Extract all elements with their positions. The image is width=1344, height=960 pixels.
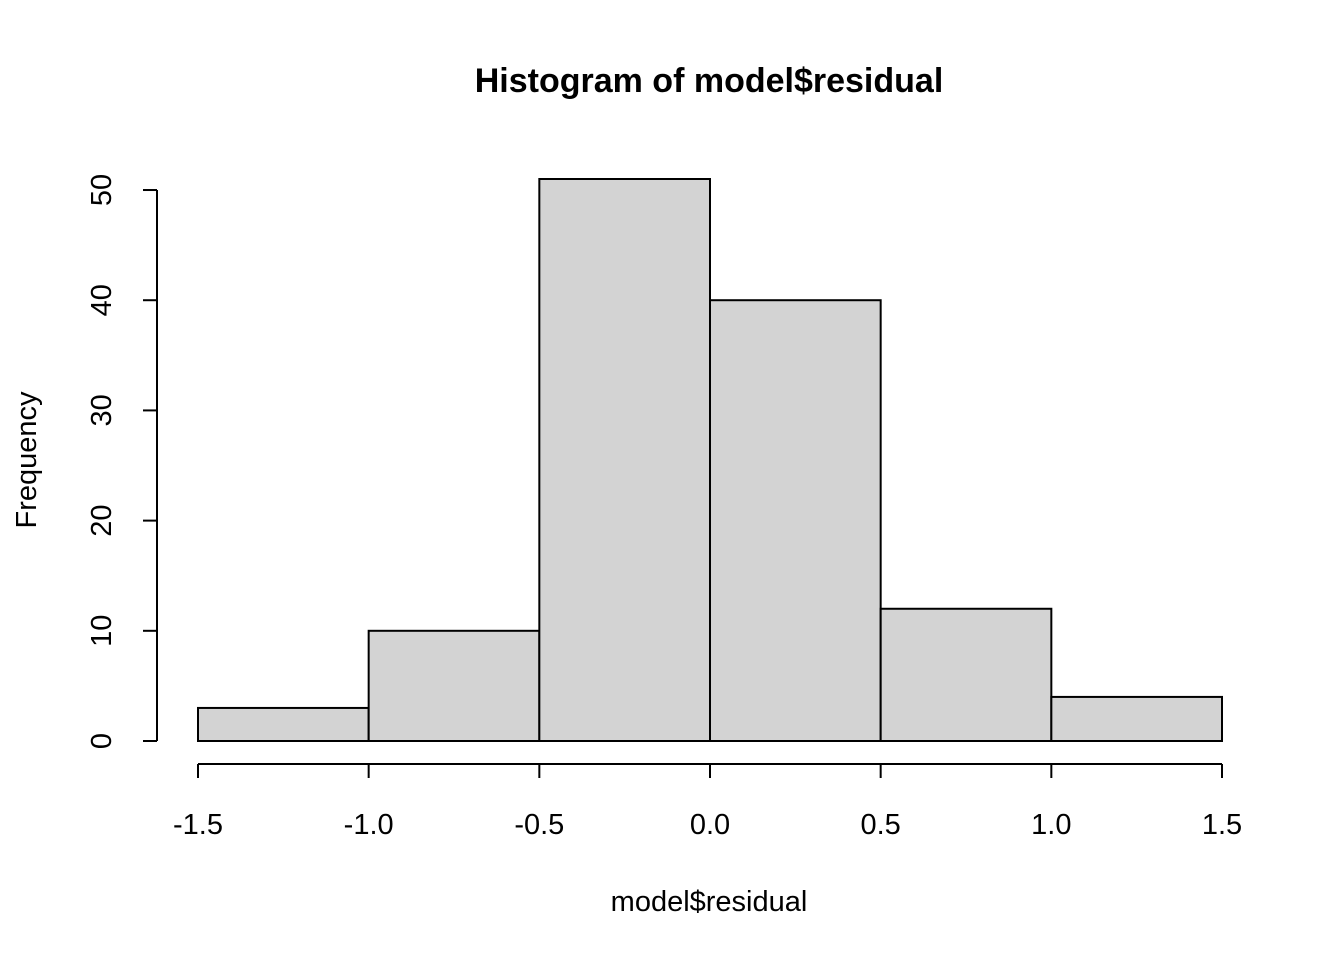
x-axis-label: model$residual bbox=[611, 886, 808, 918]
y-tick-label: 30 bbox=[86, 394, 118, 426]
histogram-bars bbox=[197, 178, 1224, 742]
y-axis-label: Frequency bbox=[11, 391, 43, 529]
x-tick-label: 1.0 bbox=[1031, 809, 1071, 841]
x-tick-label: 0.0 bbox=[690, 809, 730, 841]
histogram-bar-2 bbox=[367, 629, 541, 742]
histogram-bar-3 bbox=[538, 178, 711, 742]
chart-title: Histogram of model$residual bbox=[475, 62, 944, 100]
y-tick-label: 50 bbox=[86, 174, 118, 206]
histogram-bar-4 bbox=[709, 299, 882, 742]
x-tick-label: -0.5 bbox=[514, 809, 564, 841]
histogram-bar-5 bbox=[879, 607, 1053, 742]
y-tick-label: 0 bbox=[86, 733, 118, 749]
x-axis: -1.5 -1.0 -0.5 0.0 0.5 1.0 1.5 bbox=[173, 763, 1242, 841]
y-tick-label: 20 bbox=[86, 504, 118, 536]
histogram-bar-1 bbox=[197, 706, 370, 742]
y-axis: 0 10 20 30 40 50 bbox=[86, 174, 158, 749]
histogram-bar-6 bbox=[1050, 695, 1224, 742]
x-tick-label: -1.0 bbox=[344, 809, 394, 841]
y-tick-label: 10 bbox=[86, 615, 118, 647]
x-tick-label: 0.5 bbox=[861, 809, 901, 841]
y-tick-label: 40 bbox=[86, 284, 118, 316]
x-tick-label: 1.5 bbox=[1202, 809, 1242, 841]
x-tick-label: -1.5 bbox=[173, 809, 223, 841]
